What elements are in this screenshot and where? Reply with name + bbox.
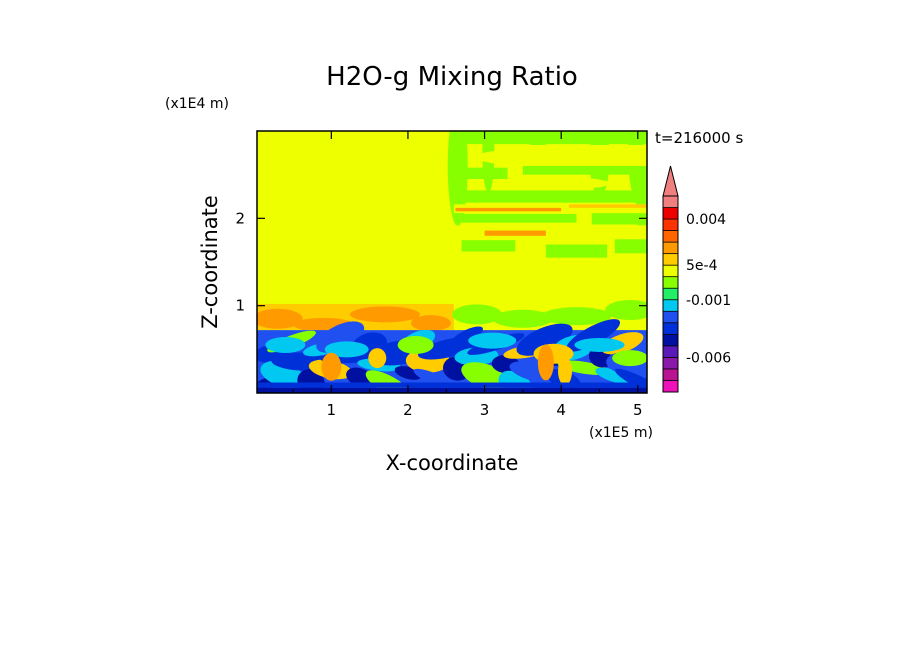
field-cell [545, 244, 608, 258]
colorbar-swatch [663, 345, 678, 358]
y-unit-label: (x1E4 m) [165, 96, 229, 112]
colorbar-swatch [663, 368, 678, 381]
chart-title: H2O-g Mixing Ratio [326, 62, 578, 92]
colorbar-tick-label: -0.001 [686, 293, 731, 309]
colorbar-swatch [663, 242, 678, 254]
field-cell [453, 213, 577, 223]
colorbar-tick-label: 5e-4 [686, 258, 718, 274]
colorbar-swatch [663, 230, 678, 243]
field-cell [461, 240, 516, 252]
colorbar-swatch [663, 253, 678, 266]
field-cell [568, 204, 647, 208]
colorbar-swatch [663, 311, 678, 324]
field-cell [528, 177, 609, 190]
field-cell [451, 304, 502, 325]
field-cell [516, 323, 573, 356]
colorbar-tick-label: -0.006 [686, 350, 731, 366]
field-cell [453, 167, 508, 180]
colorbar-swatch [663, 219, 678, 231]
x-axis-title: X-coordinate [386, 451, 519, 475]
field-cell [612, 350, 647, 367]
field-cell [477, 150, 538, 165]
x-tick-label: 3 [480, 401, 490, 419]
field-cell [595, 367, 630, 384]
colorbar-frame [662, 195, 679, 393]
plot-frame [256, 130, 648, 394]
colorbar-swatch [663, 196, 678, 208]
colorbar: 0.004 5e-4 -0.001 -0.006 [662, 165, 731, 393]
x-tick-label: 1 [327, 401, 337, 419]
field-cell [453, 190, 647, 203]
x-axis: 1 2 3 4 5 [292, 131, 643, 419]
field-cell [484, 230, 546, 236]
field-cell [349, 306, 420, 323]
colorbar-swatch [663, 322, 678, 335]
field-cell [605, 300, 647, 321]
field-cell [321, 352, 342, 381]
field-cell [635, 142, 647, 243]
colorbar-swatch [663, 288, 678, 301]
field-cell [455, 207, 562, 212]
field-cell [368, 348, 387, 369]
y-axis-title: Z-coordinate [198, 195, 222, 329]
field-cell [257, 308, 303, 329]
y-axis: 12 [235, 209, 647, 315]
field-cell [492, 309, 553, 328]
x-tick-label: 5 [633, 401, 643, 419]
field-cell [265, 336, 306, 353]
colorbar-swatch [663, 207, 678, 220]
colorbar-swatch [663, 357, 678, 370]
field-cell [410, 315, 451, 332]
field-cell [574, 337, 625, 352]
colorbar-swatch [663, 276, 678, 289]
field-cell [614, 235, 647, 254]
field-cell [257, 387, 647, 393]
colorbar-swatch [663, 334, 678, 347]
field-cell [522, 164, 647, 175]
colorbar-swatch [663, 299, 678, 312]
field-cell [257, 382, 647, 388]
field-cell [450, 326, 483, 346]
field-cell [591, 213, 647, 225]
colorbar-extend-arrow [662, 165, 679, 197]
colorbar-tick-label: 0.004 [686, 212, 726, 228]
x-tick-label: 4 [556, 401, 566, 419]
field-cell [468, 332, 517, 349]
field-cell [316, 321, 365, 353]
x-unit-label: (x1E5 m) [589, 425, 653, 441]
time-label: t=216000 s [655, 129, 743, 147]
field-cell [537, 344, 554, 381]
field-cell [397, 335, 434, 354]
x-tick-label: 2 [403, 401, 413, 419]
field-cell [324, 341, 369, 358]
colorbar-swatch [663, 265, 678, 278]
colorbar-swatch [663, 380, 678, 393]
field-cell [541, 307, 612, 326]
field-cell [507, 144, 647, 166]
y-tick-label: 2 [235, 209, 245, 227]
y-tick-label: 1 [235, 297, 245, 315]
field-cell [558, 357, 573, 386]
heatmap-field [257, 131, 647, 393]
field-cell [447, 131, 468, 226]
